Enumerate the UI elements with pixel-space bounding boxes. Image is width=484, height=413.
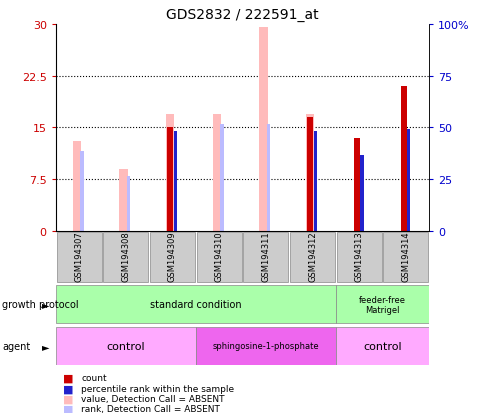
Bar xyxy=(360,156,363,231)
Text: feeder-free
Matrigel: feeder-free Matrigel xyxy=(358,295,405,314)
Bar xyxy=(212,114,221,231)
Bar xyxy=(335,327,428,365)
Text: GSM194308: GSM194308 xyxy=(121,231,130,281)
Bar xyxy=(73,142,81,231)
Text: ■: ■ xyxy=(63,373,74,383)
Bar xyxy=(197,232,241,282)
Text: count: count xyxy=(81,373,107,382)
Text: GSM194311: GSM194311 xyxy=(261,231,270,281)
Text: GSM194313: GSM194313 xyxy=(354,231,363,281)
Text: GSM194309: GSM194309 xyxy=(167,231,177,281)
Text: control: control xyxy=(106,341,145,351)
Text: rank, Detection Call = ABSENT: rank, Detection Call = ABSENT xyxy=(81,404,220,413)
Bar xyxy=(80,152,83,231)
Text: ■: ■ xyxy=(63,383,74,393)
Bar xyxy=(56,327,196,365)
Bar xyxy=(353,138,359,231)
Text: ■: ■ xyxy=(63,404,74,413)
Bar xyxy=(119,169,127,231)
Text: GSM194314: GSM194314 xyxy=(401,231,409,281)
Text: value, Detection Call = ABSENT: value, Detection Call = ABSENT xyxy=(81,394,225,403)
Bar xyxy=(220,125,223,231)
Bar xyxy=(335,286,428,323)
Text: ►: ► xyxy=(42,341,50,351)
Text: ►: ► xyxy=(42,299,50,310)
Bar xyxy=(56,286,335,323)
Bar xyxy=(336,232,381,282)
Bar xyxy=(259,28,267,231)
Bar xyxy=(289,232,334,282)
Bar xyxy=(243,232,287,282)
Text: ■: ■ xyxy=(63,394,74,404)
Text: standard condition: standard condition xyxy=(150,299,241,310)
Text: growth protocol: growth protocol xyxy=(2,299,79,310)
Bar xyxy=(166,114,174,231)
Bar xyxy=(167,128,173,231)
Text: GSM194312: GSM194312 xyxy=(307,231,317,281)
Text: control: control xyxy=(363,341,401,351)
Bar xyxy=(196,327,335,365)
Bar xyxy=(127,176,130,231)
Bar xyxy=(383,232,427,282)
Text: sphingosine-1-phosphate: sphingosine-1-phosphate xyxy=(212,342,318,350)
Bar xyxy=(305,114,314,231)
Bar xyxy=(150,232,195,282)
Bar xyxy=(267,125,270,231)
Bar xyxy=(173,131,177,231)
Bar xyxy=(57,232,101,282)
Bar xyxy=(306,118,313,231)
Bar xyxy=(406,129,409,231)
Text: agent: agent xyxy=(2,341,30,351)
Bar xyxy=(103,232,148,282)
Bar xyxy=(400,87,406,231)
Text: percentile rank within the sample: percentile rank within the sample xyxy=(81,384,234,393)
Text: GSM194307: GSM194307 xyxy=(75,231,83,281)
Text: GSM194310: GSM194310 xyxy=(214,231,223,281)
Bar xyxy=(313,131,317,231)
Title: GDS2832 / 222591_at: GDS2832 / 222591_at xyxy=(166,8,318,22)
